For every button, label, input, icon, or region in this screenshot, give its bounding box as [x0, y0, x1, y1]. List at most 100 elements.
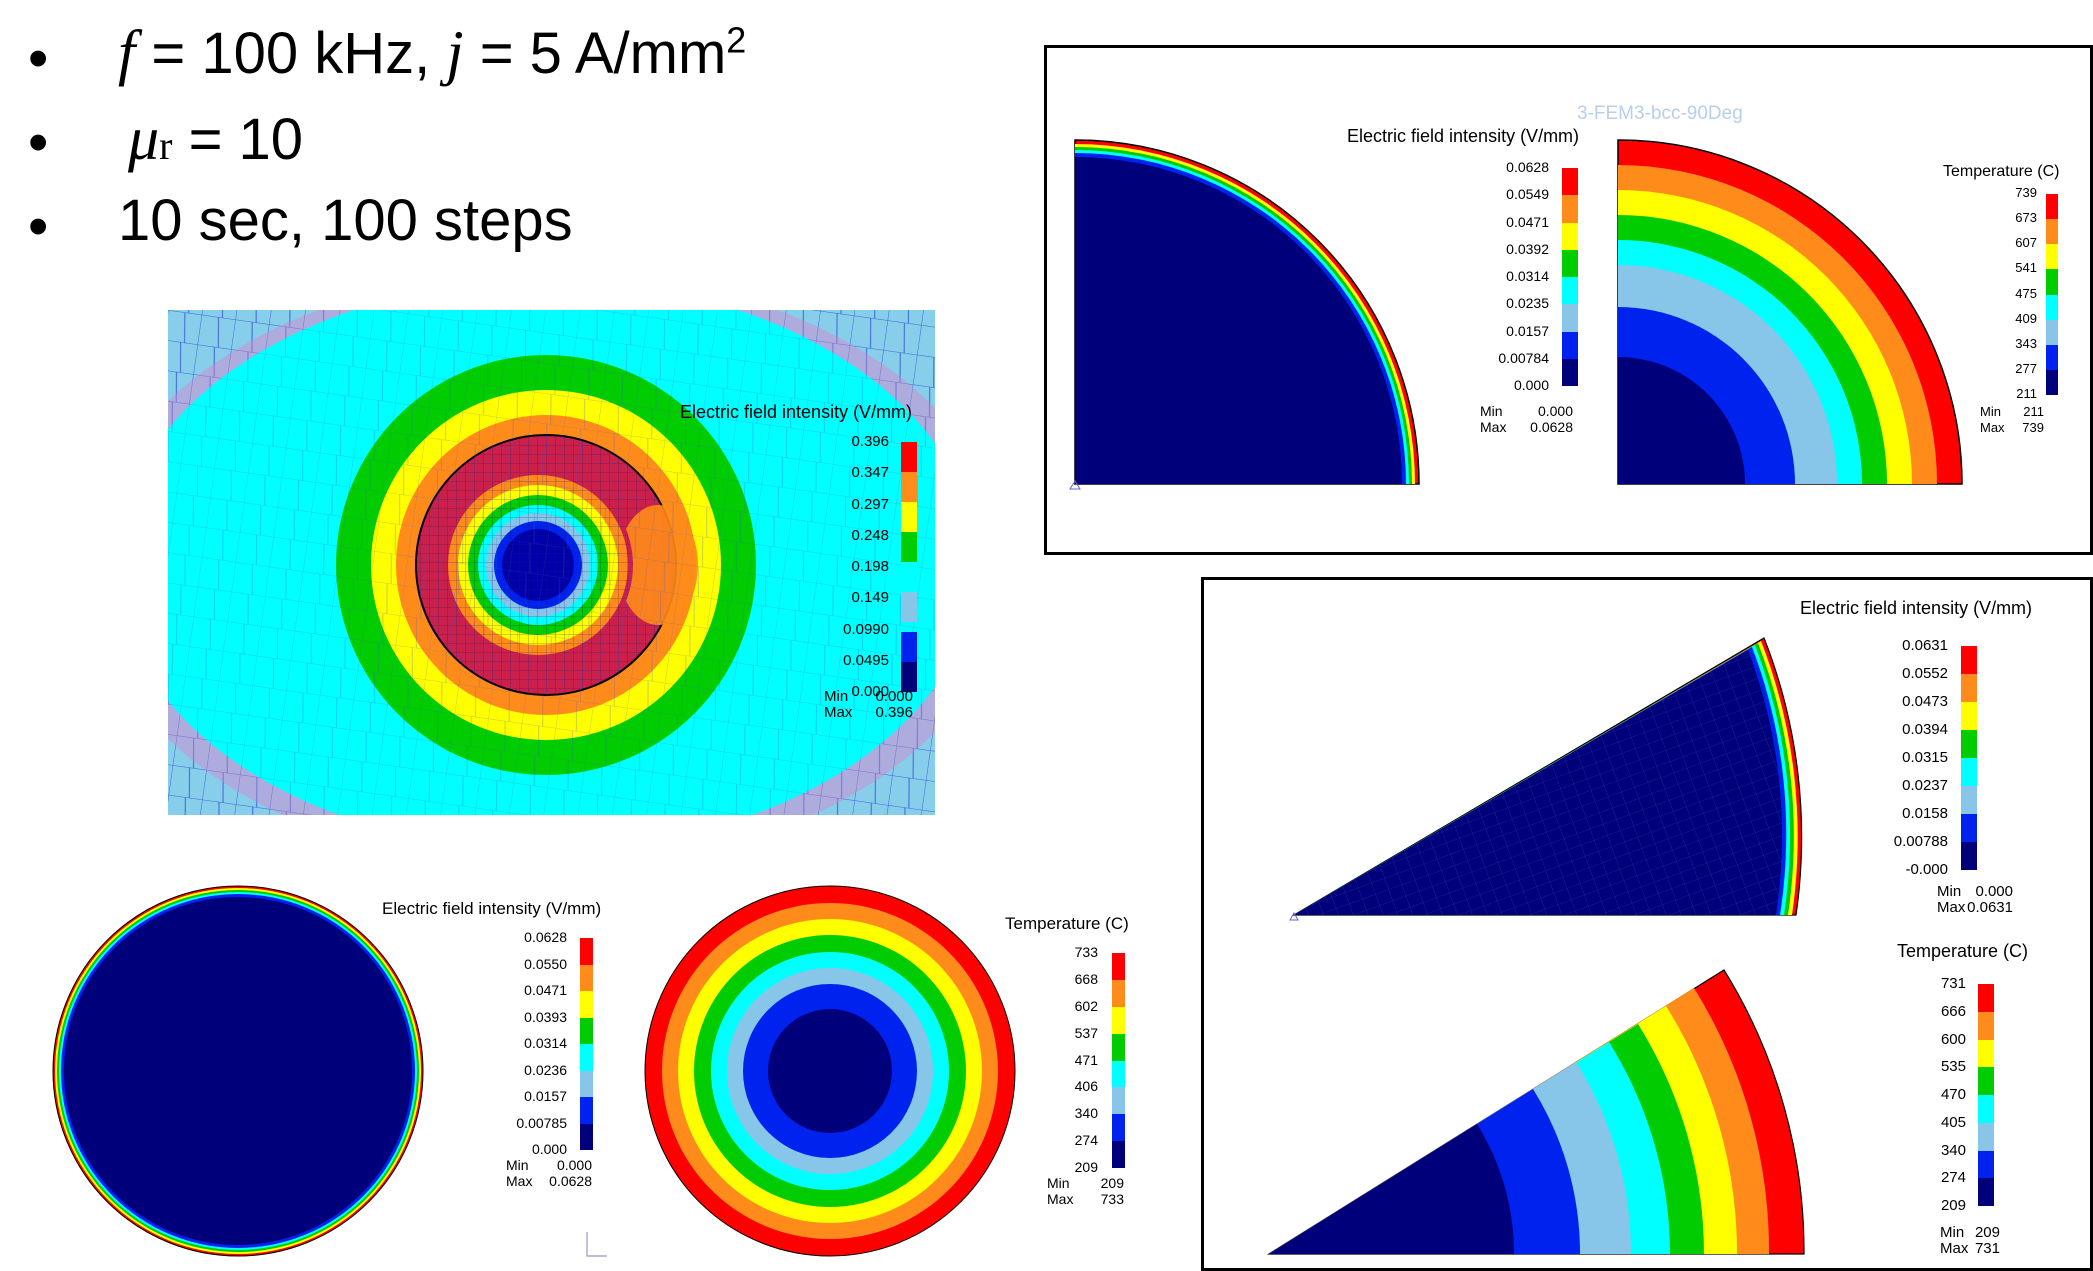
wedge_e-colorbar-segment: [1961, 730, 1977, 758]
disk_t-level-label: 668: [1074, 970, 1098, 987]
disk_t-min-value: 209: [1100, 1175, 1124, 1191]
fe_model-level-label: 0.347: [851, 464, 889, 482]
wedge_t-level-label: 209: [1940, 1197, 1966, 1214]
fe_model-min-value: 0.000: [875, 688, 913, 705]
quarter_e-colorbar-segment: [1562, 331, 1578, 359]
wedge_e-level-label: -0.000: [1905, 861, 1948, 878]
wedge_e-colorbar-segment: [1961, 674, 1977, 702]
axis-triad-icon: [586, 1232, 607, 1257]
overlay-title-text: 3-FEM3-bcc-90Deg: [1577, 103, 1743, 124]
wedge_t-level-label: 666: [1940, 1002, 1966, 1020]
disk_t-colorbar-segment: [1112, 1087, 1125, 1115]
wedge_e-colorbar-segment: [1961, 758, 1977, 786]
quarter_e-colorbar-segment: [1562, 195, 1578, 223]
quarter_e-level-label: 0.00784: [1498, 349, 1549, 366]
disk-efield-plot: [52, 885, 424, 1257]
quarter-temperature-legend-title: Temperature (C): [1943, 163, 2060, 180]
disk_t-colorbar-segment: [1112, 1006, 1125, 1034]
quarter_e-colorbar: [1562, 168, 1578, 386]
frequency-symbol: f: [118, 19, 136, 87]
disk_e-colorbar-segment: [580, 1097, 593, 1124]
wedge_t-min-label: Min: [1940, 1224, 1965, 1241]
wedge_t-max-label: Max: [1940, 1240, 1969, 1257]
wedge_t-level-label: 470: [1940, 1086, 1966, 1103]
disk_e-colorbar: [580, 938, 593, 1150]
quarter_e-level-label: 0.000: [1513, 377, 1549, 393]
wedge_t-level-label: 340: [1940, 1141, 1966, 1159]
wedge_e-level-label: 0.00788: [1893, 833, 1948, 850]
mu-subscript: r: [159, 123, 173, 168]
quarter_e-colorbar-segment: [1562, 168, 1578, 196]
quarter_t-level-label: 673: [2015, 210, 2037, 226]
fe-model-panel: Electric field intensity (V/mm) 0.396 0.3…: [168, 310, 935, 815]
wedge_e-colorbar: [1961, 646, 1977, 870]
wedge_t-colorbar-segment: [1978, 1067, 1994, 1095]
disk_e-level-label: 0.0314: [524, 1035, 567, 1051]
wedge-efield-plot: [1289, 637, 1803, 921]
quarter_e-level-label: 0.0392: [1506, 240, 1549, 257]
wedge-panel-frame: Electric field intensity (V/mm) Temperat…: [1201, 577, 2093, 1271]
fe_model-colorbar-segment: [901, 592, 917, 622]
quarter_t-colorbar-segment: [2046, 319, 2058, 345]
quarter_t-colorbar-segment: [2046, 194, 2058, 220]
fe_model-min-label: Min: [824, 688, 849, 705]
disk_t-level-label: 471: [1074, 1051, 1098, 1068]
wedge_e-colorbar-segment: [1961, 786, 1977, 814]
fe_model-level-label: 0.000: [851, 683, 889, 700]
fe_model-colorbar-segment: [901, 562, 917, 592]
bullet-dot-2: •: [28, 110, 49, 175]
bullet-dot-1: •: [28, 26, 49, 91]
wedge_t-min-value: 209: [1974, 1224, 2000, 1241]
wedge_t-colorbar-segment: [1978, 1150, 1994, 1179]
unit-superscript: 2: [726, 19, 747, 61]
fe-efield-legend-title: Electric field intensity (V/mm): [680, 402, 913, 422]
disk_t-level-label: 602: [1074, 997, 1098, 1014]
disk_t-level-label: 406: [1074, 1078, 1098, 1095]
quarter_e-level-label: 0.0157: [1506, 322, 1549, 339]
disk_t-level-label: 209: [1074, 1159, 1098, 1175]
disk_t-level-label: 537: [1074, 1024, 1098, 1041]
wedge_t-colorbar-segment: [1978, 1178, 1994, 1206]
quarter_e-colorbar-segment: [1562, 277, 1578, 305]
disk_e-min-label: Min: [506, 1157, 529, 1173]
disk_e-level-label: 0.0550: [524, 955, 567, 972]
quarter_t-colorbar: [2046, 194, 2058, 395]
wedge_t-colorbar-segment: [1978, 1095, 1994, 1123]
disk_e-level-label: 0.0471: [524, 982, 567, 998]
quarter_t-level-label: 739: [2015, 185, 2037, 200]
disk-temperature-plot: [644, 885, 1016, 1257]
disk_e-colorbar-segment: [580, 1044, 593, 1071]
quarter_t-min-value: 211: [2023, 404, 2044, 419]
wedge_e-colorbar-segment: [1961, 646, 1977, 674]
disk_t-max-label: Max: [1047, 1191, 1074, 1207]
wedge_t-level-label: 274: [1940, 1169, 1966, 1187]
disk_e-max-label: Max: [506, 1173, 533, 1189]
quarter_t-level-label: 409: [2015, 310, 2037, 326]
wedge_t-level-label: 600: [1940, 1030, 1966, 1048]
disk_t-colorbar-segment: [1112, 1141, 1125, 1168]
wedge_e-min-label: Min: [1937, 883, 1962, 900]
fe_model-max-label: Max: [824, 704, 853, 721]
wedge_e-level-label: 0.0158: [1902, 805, 1948, 822]
disk-temperature-legend-title: Temperature (C): [1005, 914, 1129, 933]
fe_model-colorbar: [901, 442, 917, 692]
mu-symbol: μ: [128, 105, 160, 173]
fe_model-level-label: 0.149: [851, 589, 889, 607]
disk_t-min-label: Min: [1047, 1175, 1070, 1191]
quarter_e-colorbar-segment: [1562, 358, 1578, 386]
disk_e-level-label: 0.00785: [516, 1114, 567, 1131]
quarter_e-level-label: 0.0314: [1506, 268, 1549, 284]
disk_e-colorbar-segment: [580, 964, 593, 991]
wedge_e-level-label: 0.0237: [1902, 777, 1948, 794]
frequency-value: = 100 kHz,: [135, 21, 447, 86]
quarter_t-max-value: 739: [2022, 420, 2044, 435]
disk_t-colorbar-segment: [1112, 953, 1125, 980]
quarter_t-max-label: Max: [1980, 420, 2005, 435]
quarter_e-level-label: 0.0471: [1506, 213, 1549, 230]
wedge_e-level-label: 0.0473: [1902, 693, 1948, 710]
bullet-dot-3: •: [28, 194, 49, 259]
disk_e-min-value: 0.000: [556, 1157, 592, 1173]
fe_model-colorbar-segment: [901, 632, 917, 662]
fe_model-colorbar-segment: [901, 532, 917, 562]
quarter-efield-plot: [1069, 139, 1420, 490]
